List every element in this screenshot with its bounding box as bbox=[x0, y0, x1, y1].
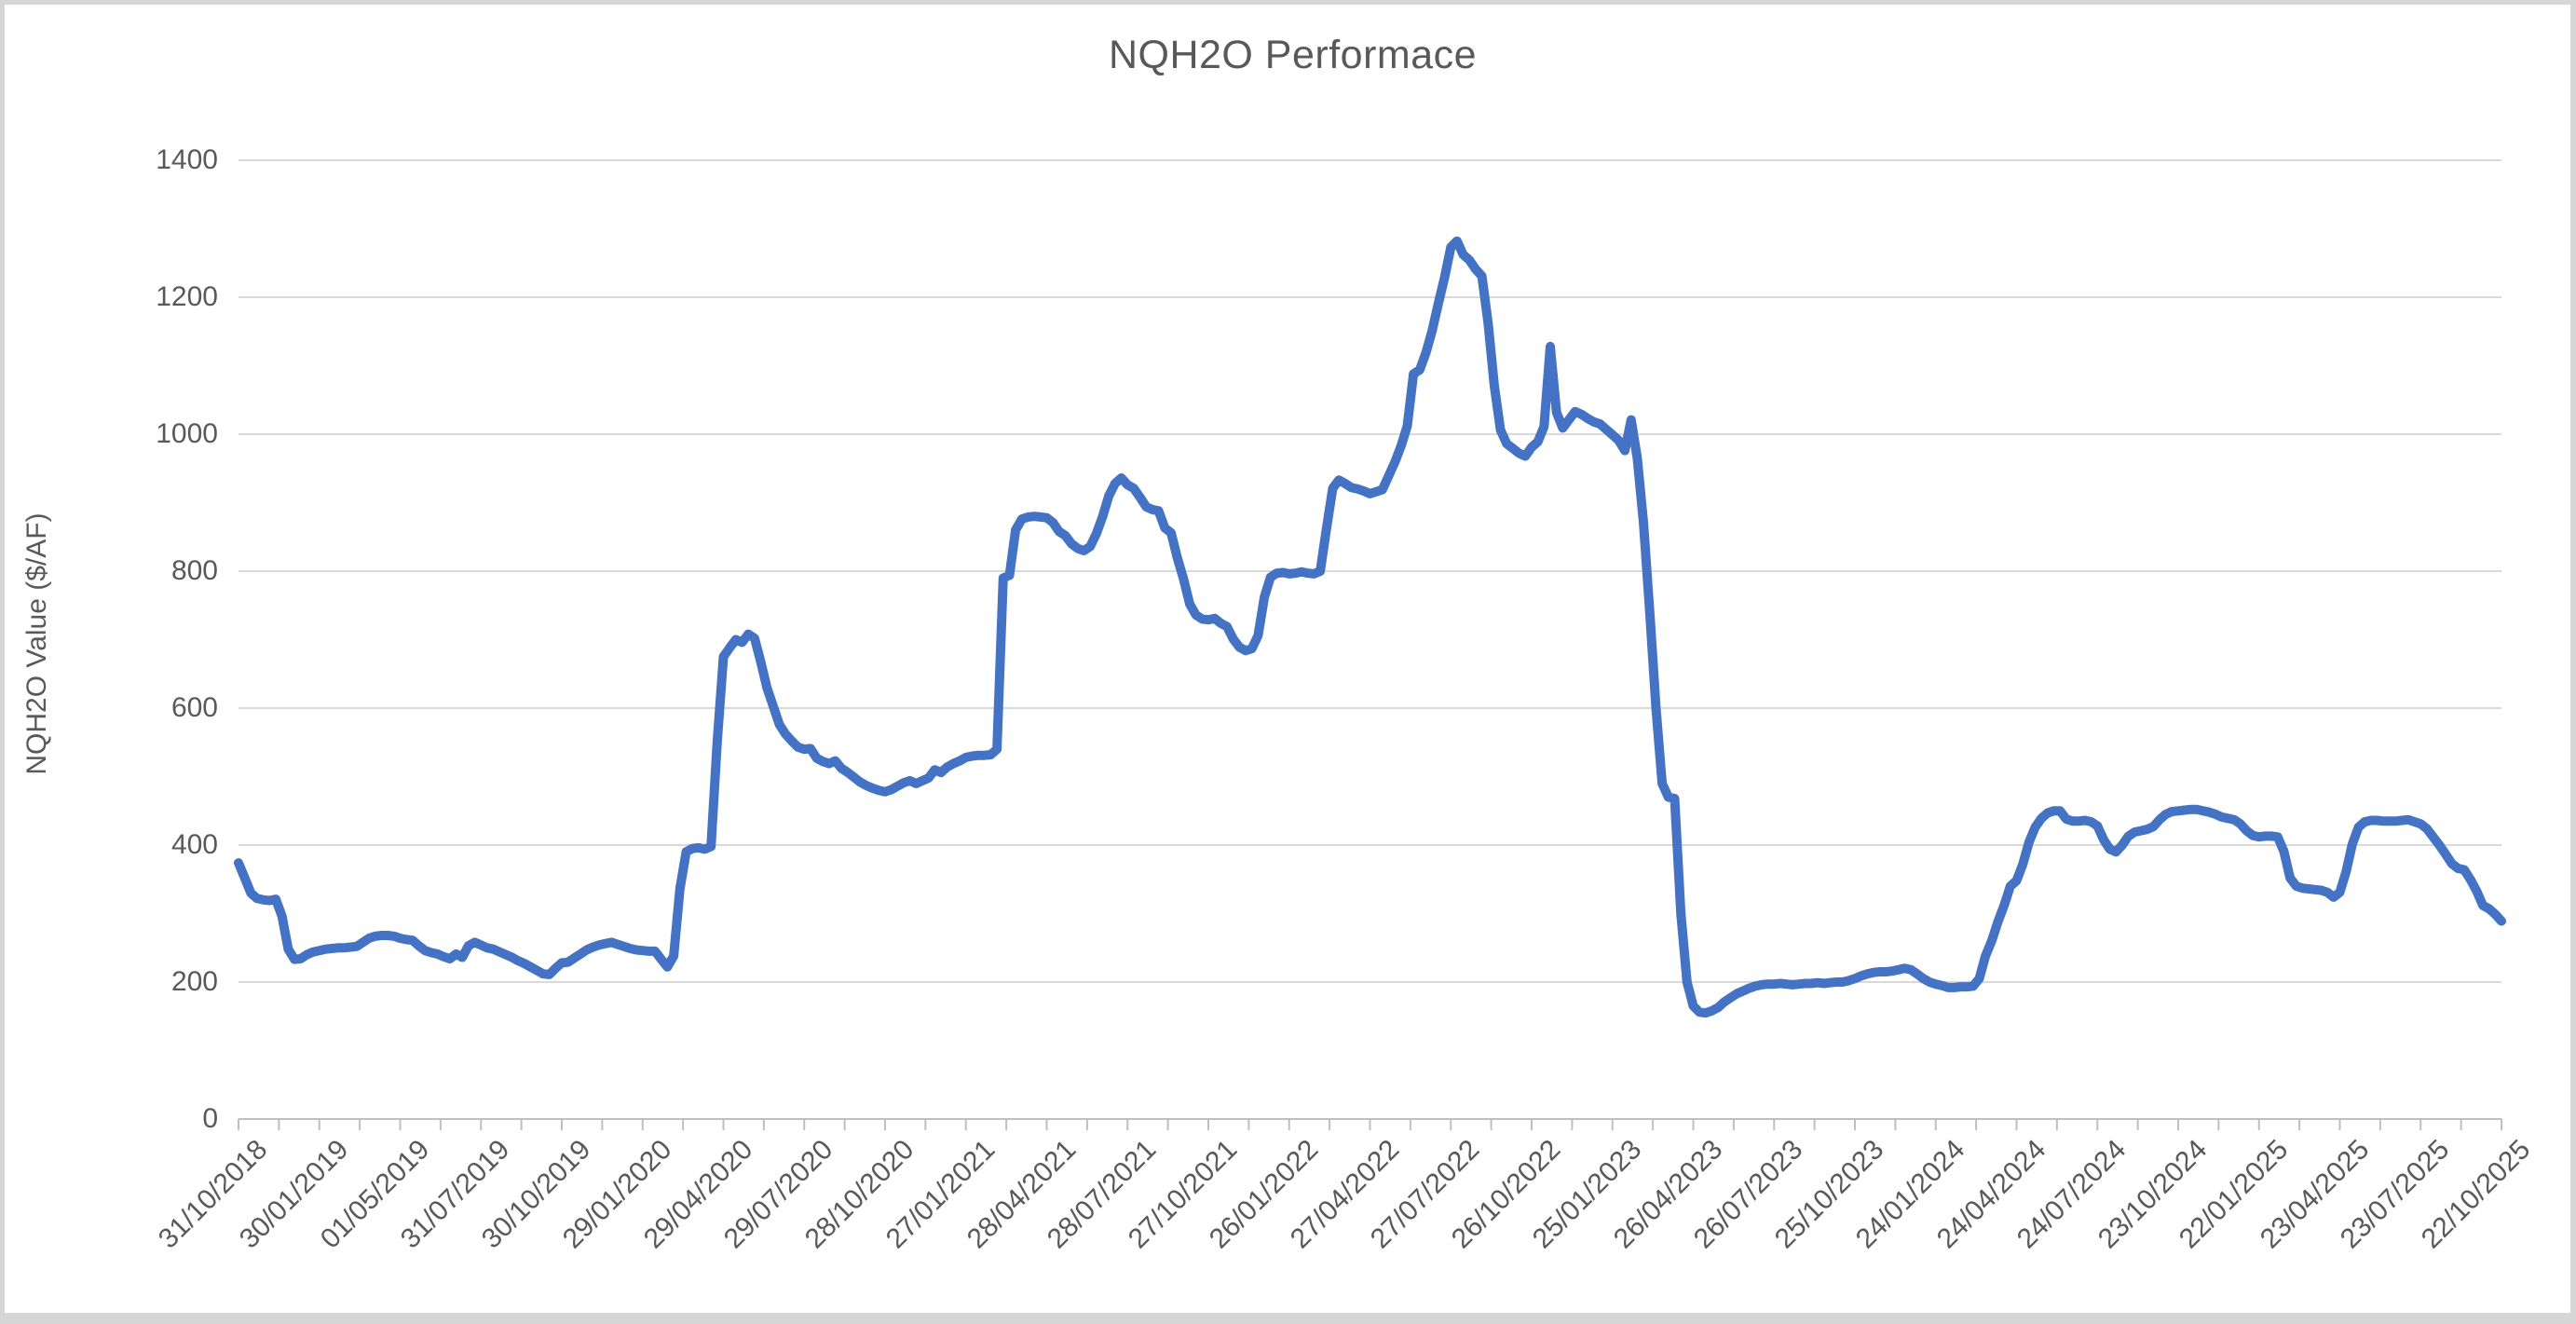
nqh2o-series-line bbox=[234, 236, 2506, 1018]
chart-title: NQH2O Performace bbox=[1108, 33, 1478, 77]
line-chart-canvas bbox=[234, 159, 2506, 1130]
y-tick-label: 800 bbox=[170, 555, 218, 586]
y-tick-label: 400 bbox=[170, 829, 218, 860]
y-tick-label: 1000 bbox=[156, 418, 218, 449]
y-tick-label: 600 bbox=[170, 692, 218, 723]
y-tick-label: 0 bbox=[202, 1103, 218, 1134]
y-tick-label: 200 bbox=[170, 966, 218, 997]
chart-area: NQH2O Performace NQH2O Value ($/AF) 0 200… bbox=[5, 5, 2570, 1313]
y-tick-label: 1200 bbox=[156, 281, 218, 312]
y-tick-label: 1400 bbox=[156, 144, 218, 175]
